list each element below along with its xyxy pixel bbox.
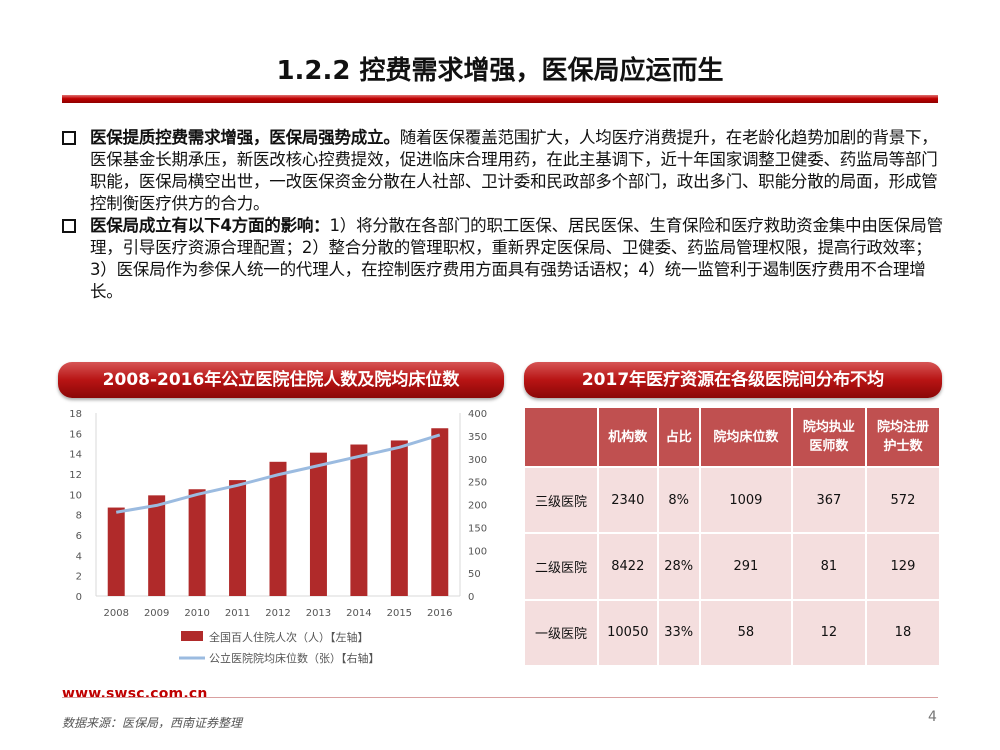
row-label: 二级医院 [522, 532, 600, 601]
bar [148, 495, 166, 596]
table-cell: 18 [864, 598, 942, 668]
right-tick-label: 400 [468, 409, 487, 420]
left-tick-label: 16 [69, 429, 82, 440]
bullet-list: 医保提质控费需求增强，医保局强势成立。随着医保覆盖范围扩大，人均医疗消费提升，在… [62, 127, 944, 303]
left-tick-label: 0 [76, 592, 82, 603]
right-tick-label: 250 [468, 478, 487, 489]
title-underline [62, 95, 938, 103]
combo-chart: 0 2 4 6 8 10 12 14 16 18 0 50 100 150 200 250 300 350 400 2… [58, 400, 504, 678]
table-corner-cell [522, 406, 600, 468]
table-cell: 8422 [597, 532, 659, 601]
table-header-row: 机构数 占比 院均床位数 院均执业 医师数 院均注册 护士数 [522, 406, 942, 468]
table-cell: 129 [864, 532, 942, 601]
right-tick-label: 350 [468, 432, 487, 443]
table-cell: 10050 [597, 598, 659, 668]
bullet-heading: 医保提质控费需求增强，医保局强势成立。 [90, 128, 400, 147]
slide-title: 1.2.2 控费需求增强，医保局应运而生 [276, 56, 724, 86]
bar [229, 480, 247, 596]
table-cell: 2340 [597, 465, 659, 535]
bar [431, 428, 449, 596]
right-tick-label: 0 [468, 592, 474, 603]
legend-line-label: 公立医院院均床位数（张）【右轴】 [209, 651, 380, 665]
x-tick-label: 2016 [427, 608, 452, 619]
bullet-body: 随着医保覆盖范围扩大，人均医疗消费提升，在老龄化趋势加剧的背景下，医保基金长期承… [90, 128, 938, 213]
left-tick-label: 18 [69, 409, 82, 420]
bullet-item: 医保局成立有以下4方面的影响：1）将分散在各部门的职工医保、居民医保、生育保险和… [62, 215, 944, 303]
left-tick-label: 14 [69, 450, 82, 461]
left-tick-label: 8 [76, 511, 82, 522]
table-cell: 81 [790, 532, 867, 601]
right-tick-label: 150 [468, 523, 487, 534]
table-cell: 8% [656, 465, 701, 535]
table-cell: 1009 [698, 465, 793, 535]
right-tick-label: 100 [468, 546, 487, 557]
table-cell: 291 [698, 532, 793, 601]
table-cell: 58 [698, 598, 793, 668]
bullet-text: 医保提质控费需求增强，医保局强势成立。随着医保覆盖范围扩大，人均医疗消费提升，在… [90, 127, 944, 215]
table-cell: 12 [790, 598, 867, 668]
x-tick-label: 2009 [144, 608, 169, 619]
bar [350, 444, 368, 596]
table-cell: 28% [656, 532, 701, 601]
bullet-text: 医保局成立有以下4方面的影响：1）将分散在各部门的职工医保、居民医保、生育保险和… [90, 215, 944, 303]
x-tick-label: 2011 [225, 608, 250, 619]
table-header-cell: 院均注册 护士数 [864, 406, 942, 468]
table-header-cell: 院均床位数 [698, 406, 793, 468]
left-tick-label: 10 [69, 490, 82, 501]
right-tick-label: 50 [468, 569, 481, 580]
bar [188, 489, 206, 596]
x-tick-label: 2012 [265, 608, 290, 619]
bar [309, 452, 327, 596]
table-cell: 572 [864, 465, 942, 535]
left-tick-label: 2 [76, 572, 82, 583]
square-bullet-icon [62, 219, 76, 233]
bar [390, 440, 408, 596]
table-banner: 2017年医疗资源在各级医院间分布不均 [524, 362, 942, 398]
x-tick-label: 2014 [346, 608, 371, 619]
bullet-item: 医保提质控费需求增强，医保局强势成立。随着医保覆盖范围扩大，人均医疗消费提升，在… [62, 127, 944, 215]
chart-banner: 2008-2016年公立医院住院人数及院均床位数 [58, 362, 504, 398]
table-row: 三级医院 2340 8% 1009 367 572 [522, 465, 942, 535]
left-tick-label: 6 [76, 531, 82, 542]
bullet-body: 1）将分散在各部门的职工医保、居民医保、生育保险和医疗救助资金集中由医保局管理，… [90, 216, 943, 301]
x-tick-label: 2008 [103, 608, 128, 619]
row-label: 一级医院 [522, 598, 600, 668]
table-row: 一级医院 10050 33% 58 12 18 [522, 598, 942, 668]
bar [107, 507, 125, 596]
row-label: 三级医院 [522, 465, 600, 535]
table-row: 二级医院 8422 28% 291 81 129 [522, 532, 942, 601]
left-tick-label: 12 [69, 470, 82, 481]
website-link[interactable]: www.swsc.com.cn [62, 686, 208, 702]
data-source: 数据来源：医保局，西南证券整理 [62, 716, 243, 730]
page-number: 4 [928, 709, 937, 725]
right-tick-label: 200 [468, 501, 487, 512]
legend-bar-swatch [181, 631, 203, 641]
right-tick-label: 300 [468, 455, 487, 466]
table-header-cell: 机构数 [597, 406, 659, 468]
table-header-cell: 占比 [656, 406, 701, 468]
left-tick-label: 4 [76, 551, 82, 562]
line-series [115, 433, 441, 514]
chart-svg: 0 2 4 6 8 10 12 14 16 18 0 50 100 150 200 250 300 350 400 2… [69, 409, 487, 665]
table-cell: 33% [656, 598, 701, 668]
table-cell: 367 [790, 465, 867, 535]
bar [269, 461, 287, 596]
square-bullet-icon [62, 131, 76, 145]
x-tick-label: 2010 [184, 608, 209, 619]
table-header-cell: 院均执业 医师数 [790, 406, 867, 468]
x-tick-label: 2015 [387, 608, 412, 619]
x-tick-label: 2013 [306, 608, 331, 619]
footer-divider [62, 697, 938, 698]
bullet-heading: 医保局成立有以下4方面的影响： [90, 216, 330, 235]
hospital-resource-table: 机构数 占比 院均床位数 院均执业 医师数 院均注册 护士数 三级医院 2340 8… [522, 406, 942, 668]
legend-bar-label: 全国百人住院人次（人）【左轴】 [209, 630, 369, 644]
